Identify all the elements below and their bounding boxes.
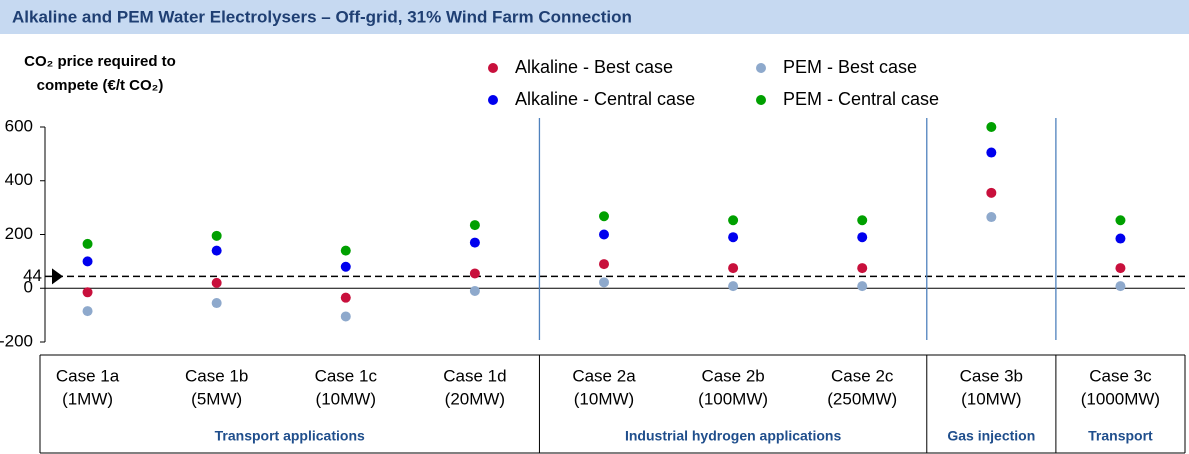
dot — [1115, 233, 1126, 244]
x-tick-label: Case 3c — [1089, 366, 1152, 385]
x-tick-sublabel: (250MW) — [827, 389, 897, 408]
y-tick-label: -200 — [0, 331, 33, 350]
legend-label: Alkaline - Central case — [515, 89, 695, 109]
dot — [469, 237, 480, 248]
x-tick-sublabel: (10MW) — [961, 389, 1021, 408]
dot — [211, 230, 222, 241]
title-bar — [0, 0, 1189, 34]
dot — [340, 292, 351, 303]
dot — [986, 212, 997, 223]
legend-marker — [756, 63, 766, 73]
x-tick-sublabel: (1MW) — [62, 389, 113, 408]
y-axis-label: CO₂ price required to — [24, 53, 176, 70]
reference-arrow — [52, 268, 63, 285]
dot — [82, 256, 93, 267]
dot — [599, 259, 609, 270]
x-tick-sublabel: (10MW) — [316, 389, 376, 408]
y-tick-label: 200 — [5, 224, 33, 243]
x-tick-label: Case 1d — [443, 366, 506, 385]
dot — [469, 285, 480, 296]
dot — [857, 263, 868, 274]
x-tick-sublabel: (5MW) — [191, 389, 242, 408]
dot — [469, 220, 480, 231]
x-tick-label: Case 3b — [960, 366, 1023, 385]
y-tick-label: 600 — [5, 116, 33, 135]
legend-label: Alkaline - Best case — [515, 57, 673, 77]
dot — [986, 147, 997, 158]
dot — [728, 232, 739, 243]
group-label: Gas injection — [947, 428, 1035, 444]
dot — [599, 277, 609, 288]
x-tick-sublabel: (100MW) — [698, 389, 768, 408]
dot — [340, 261, 351, 272]
x-tick-label: Case 1b — [185, 366, 248, 385]
group-label: Transport — [1088, 428, 1153, 444]
dot — [469, 268, 480, 279]
dot — [728, 215, 739, 226]
dot — [728, 281, 739, 292]
x-tick-sublabel: (10MW) — [574, 389, 634, 408]
dot — [1115, 215, 1126, 226]
dot — [340, 245, 351, 256]
legend-marker — [756, 95, 766, 105]
dot — [340, 311, 351, 322]
x-tick-label: Case 1c — [315, 366, 378, 385]
dot — [82, 306, 93, 317]
dot — [1115, 281, 1126, 292]
dot — [857, 281, 868, 292]
dot — [986, 122, 997, 132]
legend-marker — [488, 63, 498, 73]
dot — [599, 211, 609, 222]
y-tick-label: 400 — [5, 170, 33, 189]
x-tick-sublabel: (1000MW) — [1081, 389, 1160, 408]
dot — [211, 245, 222, 256]
dot — [728, 263, 739, 274]
x-tick-sublabel: (20MW) — [445, 389, 505, 408]
group-label: Transport applications — [215, 428, 365, 444]
y-axis-label: compete (€/t CO₂) — [37, 77, 164, 94]
dot — [986, 187, 997, 198]
dot — [82, 238, 93, 249]
x-tick-label: Case 2c — [831, 366, 894, 385]
legend-label: PEM - Central case — [783, 89, 939, 109]
y-tick-label: 0 — [24, 278, 33, 297]
dot — [599, 229, 609, 240]
dot — [857, 215, 868, 226]
reference-label: 44 — [23, 266, 42, 285]
dot — [211, 298, 222, 309]
dot — [857, 232, 868, 243]
dot — [82, 287, 93, 298]
group-label: Industrial hydrogen applications — [625, 428, 841, 444]
x-tick-label: Case 1a — [56, 366, 120, 385]
dot — [211, 277, 222, 288]
dot — [1115, 263, 1126, 274]
legend-marker — [488, 95, 498, 105]
x-tick-label: Case 2a — [572, 366, 636, 385]
chart-title: Alkaline and PEM Water Electrolysers – O… — [12, 7, 632, 26]
legend-label: PEM - Best case — [783, 57, 917, 77]
x-tick-label: Case 2b — [701, 366, 764, 385]
